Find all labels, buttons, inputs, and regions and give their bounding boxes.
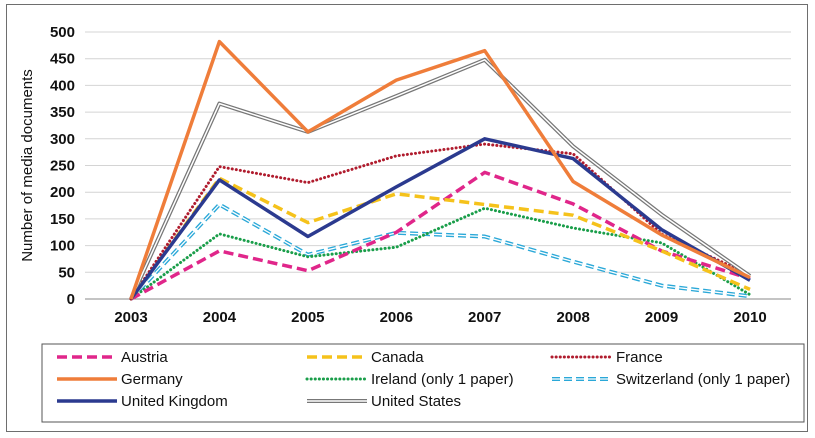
legend-item: United Kingdom — [57, 393, 228, 410]
y-axis-ticks: 0 50 100 150 200 250 300 350 400 450 500 — [50, 24, 75, 308]
y-tick-label: 500 — [50, 24, 75, 41]
x-axis-ticks: 2003 2004 2005 2006 2007 2008 2009 2010 — [114, 309, 766, 326]
x-tick-label: 2006 — [380, 309, 413, 326]
y-tick-label: 300 — [50, 131, 75, 148]
y-tick-label: 50 — [58, 264, 75, 281]
legend: Austria Canada France Germany Ireland (only … — [41, 343, 805, 423]
y-tick-label: 150 — [50, 211, 75, 228]
series-line — [130, 170, 751, 301]
y-tick-label: 450 — [50, 51, 75, 68]
legend-item: France — [550, 349, 663, 366]
series-line-inner — [130, 203, 751, 300]
series-austria — [130, 170, 751, 301]
legend-item: Germany — [57, 371, 183, 388]
x-tick-label: 2008 — [556, 309, 589, 326]
legend-label: Switzerland (only 1 paper) — [616, 371, 790, 388]
legend-item: Switzerland (only 1 paper) — [552, 371, 790, 388]
series-united-states — [129, 57, 752, 300]
series-line — [129, 137, 751, 301]
legend-box — [41, 343, 805, 423]
series-line — [129, 142, 752, 301]
y-tick-label: 100 — [50, 238, 75, 255]
chart-frame: 0 50 100 150 200 250 300 350 400 450 500 2003 2004 2… — [6, 4, 808, 432]
x-tick-label: 2007 — [468, 309, 501, 326]
x-tick-label: 2005 — [291, 309, 324, 326]
y-tick-label: 350 — [50, 104, 75, 121]
legend-label: United Kingdom — [121, 393, 228, 410]
legend-label: Canada — [371, 349, 424, 366]
x-tick-label: 2004 — [203, 309, 237, 326]
series-line — [129, 206, 752, 301]
legend-label: United States — [371, 393, 461, 410]
x-tick-label: 2010 — [733, 309, 766, 326]
legend-label: Ireland (only 1 paper) — [371, 371, 514, 388]
x-tick-label: 2003 — [114, 309, 147, 326]
series-france — [129, 142, 752, 301]
y-tick-label: 250 — [50, 158, 75, 175]
x-tick-label: 2009 — [645, 309, 678, 326]
y-axis-title: Number of media documents — [19, 69, 36, 262]
series-canada — [129, 176, 751, 301]
y-tick-label: 400 — [50, 77, 75, 94]
series-line — [129, 39, 751, 300]
legend-label: France — [616, 349, 663, 366]
legend-item: Austria — [57, 349, 168, 366]
legend-item: Ireland (only 1 paper) — [305, 371, 514, 388]
legend-label: Germany — [121, 371, 183, 388]
series-ireland-only-1-paper — [129, 206, 752, 301]
series-line — [129, 176, 751, 301]
series-germany — [129, 39, 751, 300]
series-switzerland-only-1-paper — [129, 202, 751, 301]
legend-item: United States — [307, 393, 461, 410]
series-line-inner — [130, 59, 751, 300]
series-lines — [129, 39, 752, 301]
y-tick-label: 200 — [50, 184, 75, 201]
legend-label: Austria — [121, 349, 168, 366]
series-united-kingdom — [129, 137, 751, 301]
y-tick-label: 0 — [67, 291, 75, 308]
legend-item: Canada — [307, 349, 424, 366]
